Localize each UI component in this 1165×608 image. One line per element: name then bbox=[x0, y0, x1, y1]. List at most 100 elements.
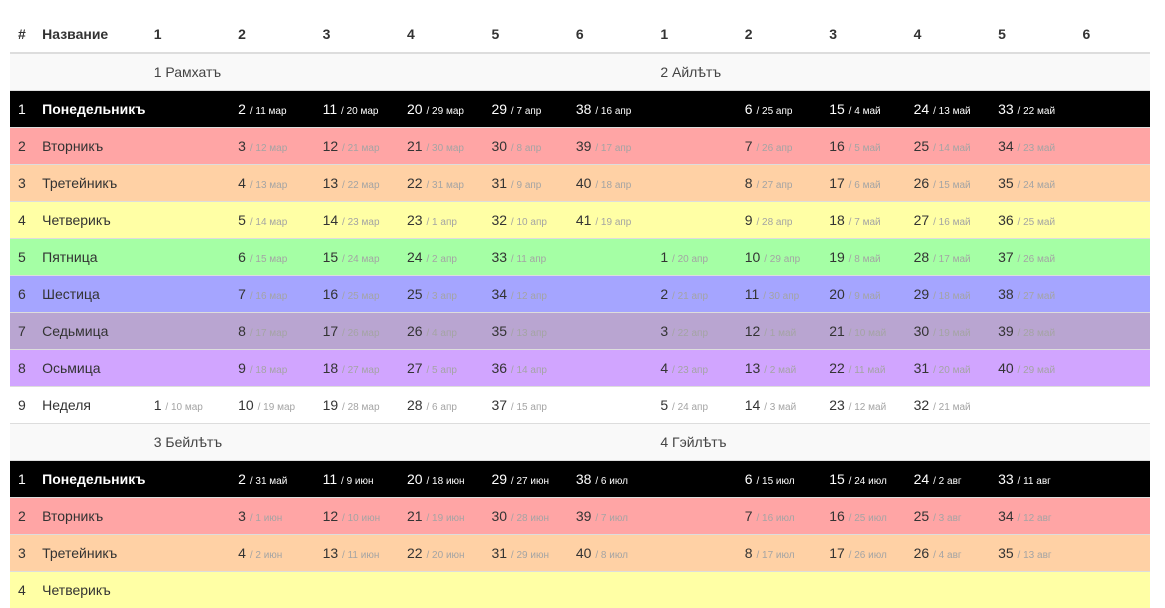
day-cell: 7 / 16 мар bbox=[230, 276, 314, 313]
gregorian-date: / 30 апр bbox=[763, 291, 799, 302]
day-cell bbox=[568, 276, 652, 313]
day-cell: 13 / 11 июн bbox=[315, 535, 399, 572]
gregorian-date: / 4 май bbox=[849, 106, 881, 117]
day-number: 25 bbox=[914, 508, 930, 524]
day-number: 23 bbox=[407, 212, 423, 228]
day-cell: 4 / 2 июн bbox=[230, 535, 314, 572]
month-spacer bbox=[10, 424, 34, 461]
day-cell: 33 / 11 апр bbox=[483, 239, 567, 276]
day-number: 20 bbox=[407, 101, 423, 117]
day-number: 9 bbox=[745, 212, 753, 228]
day-cell bbox=[568, 387, 652, 424]
gregorian-date: / 9 июн bbox=[341, 476, 374, 487]
day-number: 4 bbox=[660, 360, 668, 376]
day-cell: 32 / 21 май bbox=[906, 387, 990, 424]
day-number: 19 bbox=[323, 397, 339, 413]
gregorian-date: / 18 май bbox=[933, 291, 970, 302]
header-week-1: 1 bbox=[146, 15, 230, 53]
day-number: 13 bbox=[323, 545, 339, 561]
day-number: 40 bbox=[576, 175, 592, 191]
day-cell: 3 / 12 мар bbox=[230, 128, 314, 165]
day-cell bbox=[146, 239, 230, 276]
day-cell bbox=[146, 350, 230, 387]
gregorian-date: / 10 июн bbox=[342, 513, 380, 524]
day-number: 3 bbox=[238, 508, 246, 524]
day-cell: 35 / 13 апр bbox=[483, 313, 567, 350]
day-number: 15 bbox=[829, 471, 845, 487]
day-number: 26 bbox=[407, 323, 423, 339]
gregorian-date: / 19 мар bbox=[258, 402, 295, 413]
day-cell: 12 / 21 мар bbox=[315, 128, 399, 165]
day-cell: 27 / 16 май bbox=[906, 202, 990, 239]
day-cell bbox=[652, 91, 736, 128]
day-cell bbox=[146, 572, 230, 608]
weekday-name: Вторникъ bbox=[34, 498, 146, 535]
day-number: 3 bbox=[238, 138, 246, 154]
gregorian-date: / 28 июн bbox=[511, 513, 549, 524]
weekday-name: Пятница bbox=[34, 239, 146, 276]
day-number: 34 bbox=[998, 138, 1014, 154]
day-cell bbox=[1075, 239, 1150, 276]
weekday-name: Понедельникъ bbox=[34, 461, 146, 498]
day-cell: 15 / 4 май bbox=[821, 91, 905, 128]
day-cell: 37 / 26 май bbox=[990, 239, 1074, 276]
day-number: 11 bbox=[745, 286, 760, 302]
header-number: # bbox=[10, 15, 34, 53]
day-cell: 25 / 3 апр bbox=[399, 276, 483, 313]
day-number: 4 bbox=[238, 175, 246, 191]
gregorian-date: / 14 мар bbox=[250, 217, 287, 228]
day-number: 39 bbox=[576, 508, 592, 524]
row-number: 9 bbox=[10, 387, 34, 424]
row-number: 2 bbox=[10, 128, 34, 165]
gregorian-date: / 12 апр bbox=[511, 291, 547, 302]
day-number: 14 bbox=[745, 397, 761, 413]
day-cell: 5 / 24 апр bbox=[652, 387, 736, 424]
weekday-name: Третейникъ bbox=[34, 535, 146, 572]
day-number: 10 bbox=[745, 249, 761, 265]
gregorian-date: / 16 апр bbox=[595, 106, 631, 117]
day-cell bbox=[568, 239, 652, 276]
day-cell: 38 / 6 июл bbox=[568, 461, 652, 498]
day-cell: 35 / 24 май bbox=[990, 165, 1074, 202]
day-cell: 11 / 9 июн bbox=[315, 461, 399, 498]
day-cell: 16 / 25 мар bbox=[315, 276, 399, 313]
day-number: 38 bbox=[998, 286, 1014, 302]
gregorian-date: / 15 апр bbox=[511, 402, 547, 413]
day-cell: 30 / 28 июн bbox=[483, 498, 567, 535]
day-cell bbox=[399, 572, 483, 608]
day-number: 30 bbox=[914, 323, 930, 339]
day-number: 39 bbox=[998, 323, 1014, 339]
day-cell: 29 / 27 июн bbox=[483, 461, 567, 498]
day-number: 36 bbox=[491, 360, 507, 376]
day-number: 8 bbox=[745, 545, 753, 561]
gregorian-date: / 27 май bbox=[1018, 291, 1055, 302]
day-cell: 38 / 27 май bbox=[990, 276, 1074, 313]
day-number: 21 bbox=[829, 323, 845, 339]
day-cell: 1 / 10 мар bbox=[146, 387, 230, 424]
day-number: 16 bbox=[323, 286, 339, 302]
gregorian-date: / 5 апр bbox=[426, 365, 456, 376]
day-number: 40 bbox=[998, 360, 1014, 376]
day-number: 7 bbox=[745, 508, 753, 524]
gregorian-date: / 20 мар bbox=[341, 106, 378, 117]
day-number: 31 bbox=[914, 360, 930, 376]
day-number: 11 bbox=[323, 471, 338, 487]
day-cell bbox=[1075, 276, 1150, 313]
gregorian-date: / 11 авг bbox=[1018, 476, 1051, 487]
day-cell: 31 / 20 май bbox=[906, 350, 990, 387]
month-spacer bbox=[10, 53, 34, 91]
gregorian-date: / 12 авг bbox=[1018, 513, 1052, 524]
day-number: 9 bbox=[238, 360, 246, 376]
day-cell bbox=[146, 461, 230, 498]
day-cell: 25 / 14 май bbox=[906, 128, 990, 165]
gregorian-date: / 27 мар bbox=[342, 365, 379, 376]
day-cell: 28 / 17 май bbox=[906, 239, 990, 276]
weekday-name: Понедельникъ bbox=[34, 91, 146, 128]
day-number: 17 bbox=[323, 323, 339, 339]
day-cell bbox=[652, 461, 736, 498]
day-cell: 22 / 20 июн bbox=[399, 535, 483, 572]
day-number: 30 bbox=[491, 138, 507, 154]
